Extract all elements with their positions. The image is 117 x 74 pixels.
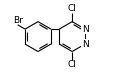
Text: Br: Br xyxy=(13,16,23,25)
Text: N: N xyxy=(82,40,88,49)
Text: Cl: Cl xyxy=(68,4,77,13)
Text: Cl: Cl xyxy=(68,60,77,69)
Text: N: N xyxy=(82,25,88,34)
